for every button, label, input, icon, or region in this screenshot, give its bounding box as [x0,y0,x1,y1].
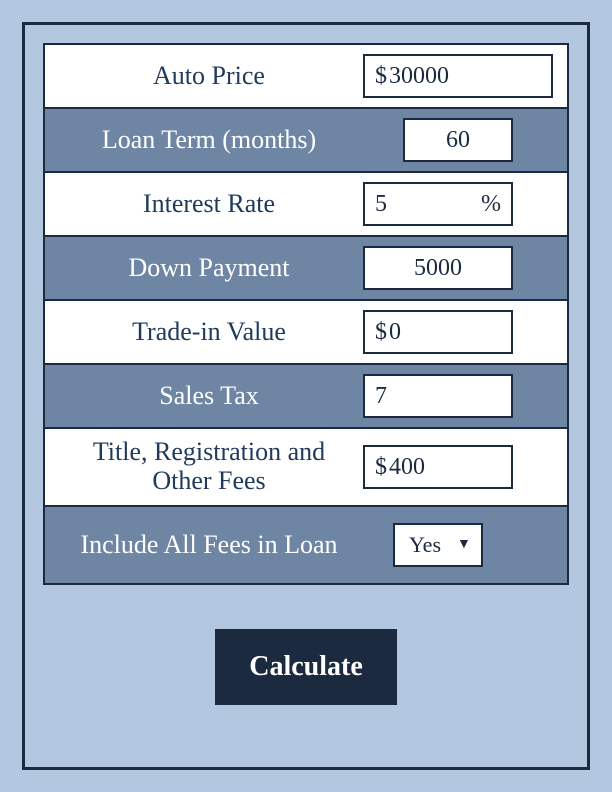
input-sales-tax[interactable] [363,374,513,418]
row-loan-term: Loan Term (months) [45,109,567,173]
input-trade-in[interactable]: $ [363,310,513,354]
input-fees[interactable]: $ [363,445,513,489]
loan-form: Auto Price $ Loan Term (months) Interest… [43,43,569,585]
down-payment-field[interactable] [375,255,501,282]
input-loan-term[interactable] [403,118,513,162]
input-interest-rate[interactable]: % [363,182,513,226]
auto-price-field[interactable] [389,63,541,90]
currency-prefix: $ [375,63,387,90]
label-sales-tax: Sales Tax [55,382,363,411]
loan-term-field[interactable] [415,127,501,154]
currency-prefix: $ [375,319,387,346]
row-fees: Title, Registration and Other Fees $ [45,429,567,507]
label-auto-price: Auto Price [55,62,363,91]
label-loan-term: Loan Term (months) [55,126,363,155]
currency-prefix: $ [375,454,387,481]
chevron-down-icon: ▼ [457,538,471,552]
row-include-fees: Include All Fees in Loan Yes ▼ [45,507,567,585]
select-include-fees[interactable]: Yes ▼ [393,523,483,567]
label-fees: Title, Registration and Other Fees [55,438,363,495]
row-trade-in: Trade-in Value $ [45,301,567,365]
row-sales-tax: Sales Tax [45,365,567,429]
interest-rate-field[interactable] [375,191,481,218]
calculator-panel: Auto Price $ Loan Term (months) Interest… [22,22,590,770]
row-interest-rate: Interest Rate % [45,173,567,237]
fees-field[interactable] [389,454,501,481]
label-include-fees: Include All Fees in Loan [55,531,363,560]
percent-suffix: % [481,191,501,218]
trade-in-field[interactable] [389,319,501,346]
select-value: Yes [409,532,441,558]
label-interest-rate: Interest Rate [55,190,363,219]
input-auto-price[interactable]: $ [363,54,553,98]
label-down-payment: Down Payment [55,254,363,283]
calculate-button[interactable]: Calculate [215,629,397,705]
row-auto-price: Auto Price $ [45,45,567,109]
input-down-payment[interactable] [363,246,513,290]
row-down-payment: Down Payment [45,237,567,301]
sales-tax-field[interactable] [375,383,501,410]
label-trade-in: Trade-in Value [55,318,363,347]
